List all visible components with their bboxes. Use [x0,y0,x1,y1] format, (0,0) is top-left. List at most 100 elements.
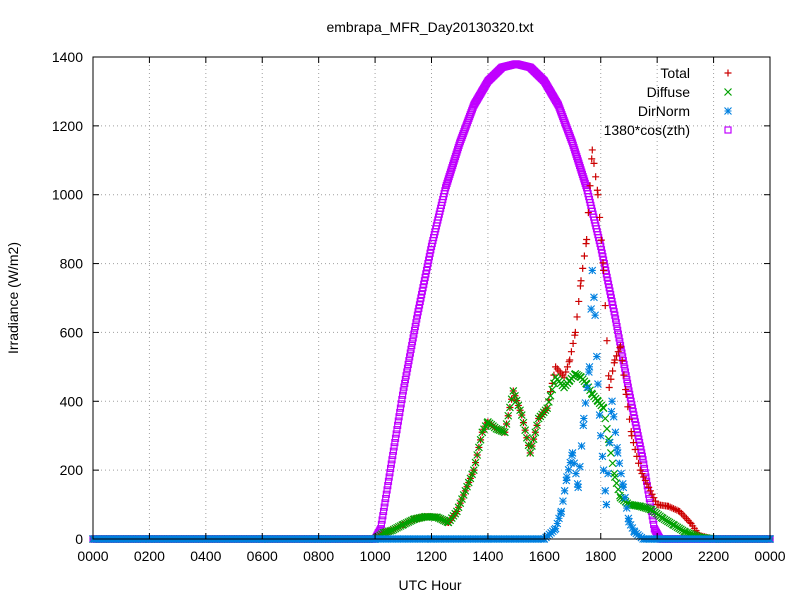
data-point [668,504,676,512]
data-point [381,499,389,507]
data-point [449,161,457,170]
data-point [591,311,599,320]
data-point [405,357,413,365]
x-tick-label: 1000 [360,548,391,564]
data-point [469,466,478,475]
y-tick-label: 800 [60,256,84,272]
data-point [618,349,626,357]
data-point [560,486,569,495]
data-point [579,421,588,430]
data-point [622,504,631,512]
data-point [686,518,694,526]
data-point [386,464,395,473]
data-point [615,459,624,468]
data-point [511,391,519,400]
data-point [608,459,617,468]
y-tick-label: 1000 [52,187,83,203]
data-point [387,460,395,468]
data-point [628,524,637,532]
data-point [453,146,462,154]
data-point [643,480,651,488]
data-point [563,363,571,371]
data-point [588,266,597,275]
data-point [611,315,620,323]
data-point [614,348,622,356]
data-point [519,418,528,427]
x-tick-label: 1600 [529,548,560,564]
data-point [670,505,678,513]
data-point [588,146,596,154]
data-point [635,502,644,511]
data-point [598,452,607,461]
data-point [392,430,400,438]
data-point [451,152,460,161]
data-point [609,367,617,375]
data-point [571,148,579,156]
data-point [570,459,579,468]
data-point [567,348,575,356]
data-point [599,404,608,413]
data-point [446,170,454,179]
y-axis: 0 200 400 600 800 1000 1200 1400 [52,49,770,547]
data-point [580,252,588,260]
data-point [604,469,612,478]
data-point [577,277,585,285]
data-point [621,364,629,372]
data-point [631,445,639,453]
data-point [580,175,588,183]
data-point [471,458,480,467]
data-point [407,345,415,353]
data-point [463,482,471,491]
data-point [384,477,393,485]
x-tick-label: 0800 [303,548,334,564]
data-point [609,412,618,421]
data-point [650,494,658,502]
y-axis-label: Irradiance (W/m2) [5,242,21,354]
data-point [568,449,577,457]
data-point [390,443,398,451]
data-point [590,293,598,302]
data-point [386,469,394,477]
data-point [603,424,611,433]
x-tick-label: 0000 [77,548,108,564]
data-point [509,387,518,395]
data-point [626,520,635,529]
data-point [581,179,589,187]
data-point [544,398,553,406]
data-point [531,428,540,437]
data-point [500,428,509,437]
data-point [615,334,623,342]
data-point [569,141,577,149]
data-point [568,451,576,460]
data-point [595,411,604,419]
data-point [382,494,390,503]
data-point [575,297,583,305]
data-point [505,403,514,412]
data-point [452,150,460,158]
data-point [587,305,596,313]
data-point [573,480,582,488]
legend-marker [724,107,732,115]
data-point [607,375,615,383]
data-point [574,483,583,492]
data-point [571,328,579,336]
data-point [410,326,419,334]
data-point [602,500,611,509]
data-point [557,507,566,516]
y-tick-label: 200 [60,462,84,478]
data-point [404,360,412,369]
data-point [461,486,470,495]
grid [93,57,770,539]
x-tick-label: 1400 [472,548,503,564]
data-point [442,181,450,190]
data-point [562,368,570,376]
data-point [575,161,584,170]
data-point [447,166,455,174]
data-point [613,322,621,331]
data-point [641,476,649,484]
data-point [596,213,604,221]
data-point [410,330,418,338]
data-point [476,435,485,444]
data-point [395,413,403,421]
y-tick-label: 1200 [52,118,83,134]
